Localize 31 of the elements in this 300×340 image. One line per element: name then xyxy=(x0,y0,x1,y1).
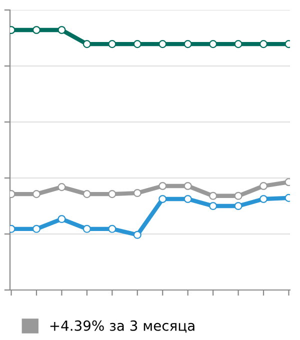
point xyxy=(133,188,142,198)
point xyxy=(184,194,192,204)
point xyxy=(259,182,268,190)
point xyxy=(58,26,66,34)
point xyxy=(32,224,41,233)
point xyxy=(184,182,192,190)
point xyxy=(259,40,268,48)
point xyxy=(32,190,41,198)
point xyxy=(32,26,41,34)
point xyxy=(234,202,242,210)
point xyxy=(58,183,66,192)
point xyxy=(158,182,167,190)
point xyxy=(82,190,91,198)
point xyxy=(108,224,116,233)
point xyxy=(158,194,167,204)
point xyxy=(184,40,192,48)
point xyxy=(58,214,66,224)
point xyxy=(133,230,142,239)
point xyxy=(158,40,167,48)
point xyxy=(209,202,218,210)
point xyxy=(108,40,116,48)
point xyxy=(108,190,116,198)
point xyxy=(209,192,218,200)
point xyxy=(234,40,242,48)
point xyxy=(82,224,91,233)
point xyxy=(209,40,218,48)
point xyxy=(259,194,268,204)
point xyxy=(234,192,242,200)
point xyxy=(82,40,91,48)
legend-label: +4.39% за 3 месяца xyxy=(50,320,194,333)
point xyxy=(133,40,142,48)
